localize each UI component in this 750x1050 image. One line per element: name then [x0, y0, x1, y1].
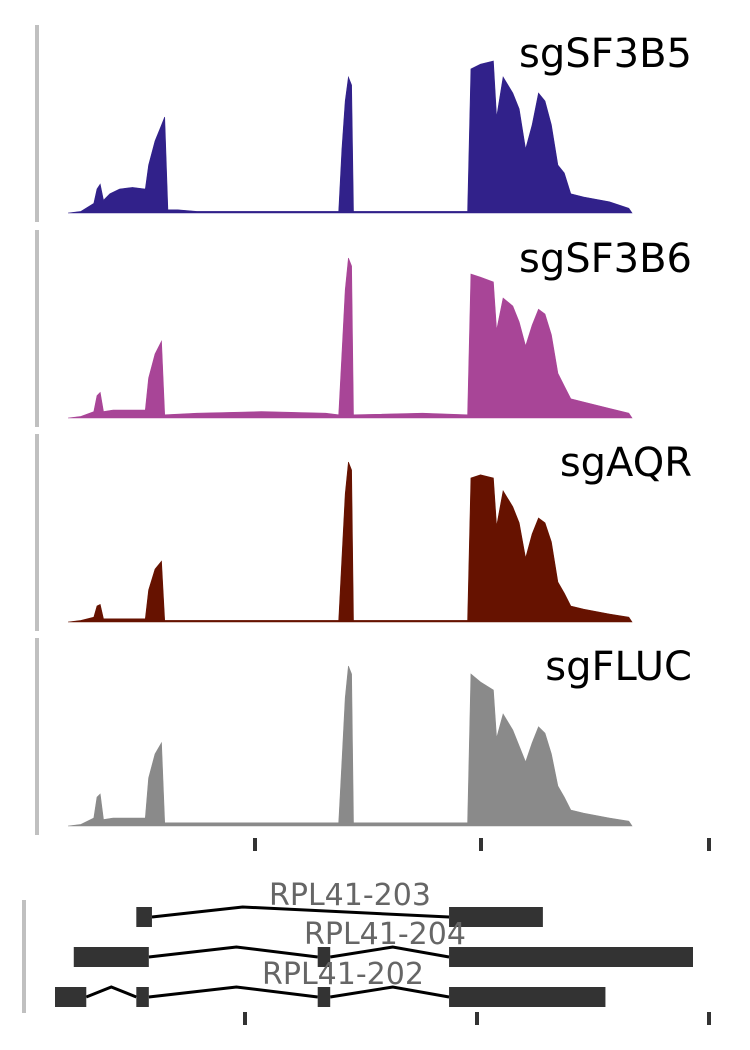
coverage-area	[67, 257, 633, 419]
exon-block	[136, 987, 149, 1007]
coverage-track: sgSF3B5	[35, 25, 692, 222]
intron-line	[148, 985, 318, 999]
exon-block	[317, 987, 331, 1007]
exon-block	[73, 947, 149, 967]
transcript-x-axis	[243, 1012, 711, 1025]
track-label: sgFLUC	[545, 644, 692, 690]
coverage-track: sgFLUC	[35, 638, 692, 835]
intron-line	[329, 985, 450, 999]
exon-block	[449, 947, 693, 967]
exon-block	[449, 907, 543, 927]
transcript: RPL41-204	[73, 917, 693, 967]
coverage-panel: sgSF3B5 sgSF3B6 sgAQR sgFLUC	[35, 25, 692, 835]
coverage-track: sgSF3B6	[35, 230, 692, 427]
coverage-x-axis	[253, 838, 711, 851]
transcript-label: RPL41-202	[262, 957, 424, 992]
exon-block	[55, 987, 87, 1007]
track-label: sgSF3B5	[519, 31, 692, 77]
exon-block	[449, 987, 606, 1007]
intron-line	[85, 985, 137, 999]
coverage-area	[67, 665, 633, 827]
coverage-track: sgAQR	[35, 434, 692, 631]
coverage-area	[67, 60, 633, 214]
transcript-panel: RPL41-203 RPL41-204 RPL41-202	[22, 878, 693, 1013]
transcript: RPL41-202	[55, 957, 606, 1007]
transcript-label: RPL41-204	[304, 917, 466, 952]
intron-line	[148, 945, 318, 959]
intron-line	[329, 945, 450, 959]
exon-block	[136, 907, 152, 927]
intron-line	[151, 905, 450, 919]
track-label: sgSF3B6	[519, 236, 692, 282]
exon-block	[317, 947, 331, 967]
track-label: sgAQR	[560, 440, 692, 486]
transcript-label: RPL41-203	[269, 878, 431, 913]
coverage-area	[67, 461, 633, 623]
transcript: RPL41-203	[136, 878, 543, 927]
